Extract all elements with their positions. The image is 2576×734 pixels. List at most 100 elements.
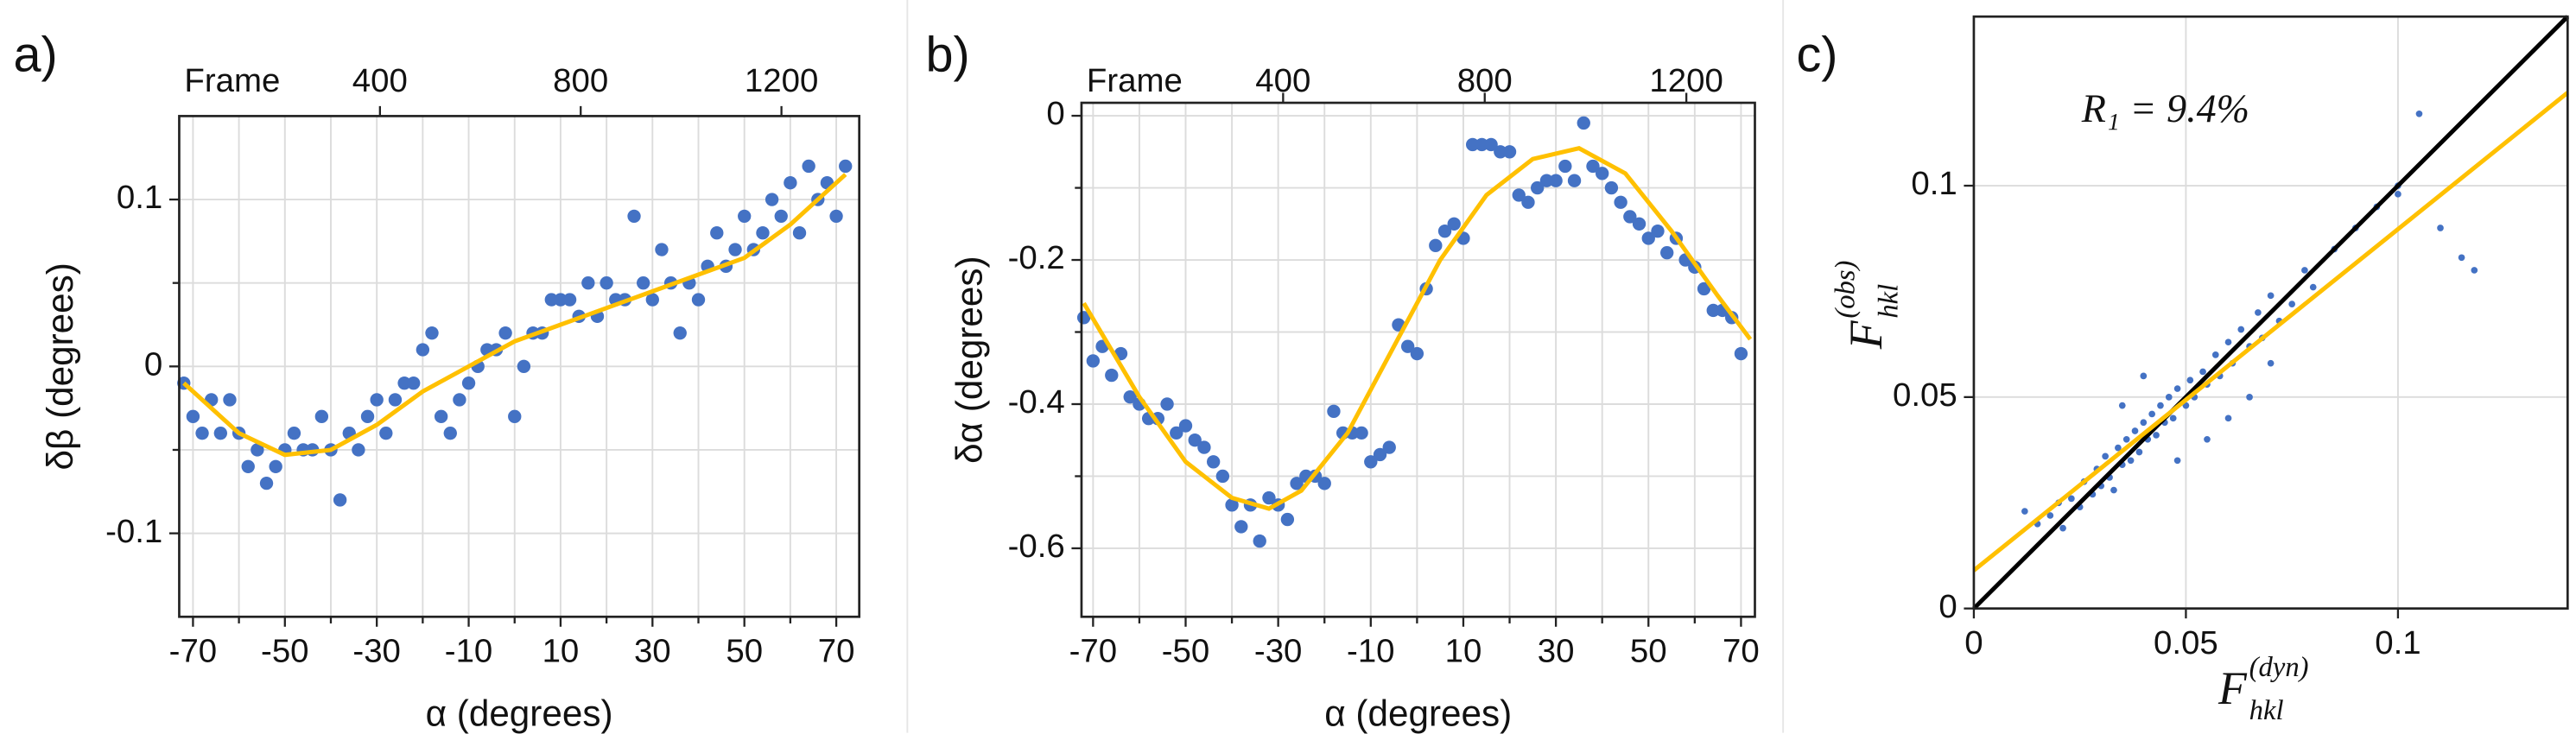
data-point xyxy=(1437,224,1452,238)
x-axis-label-sub: hkl xyxy=(2249,695,2284,726)
x-tick-label: 70 xyxy=(818,633,855,670)
data-point xyxy=(728,243,742,256)
data-point xyxy=(1317,477,1331,490)
data-point xyxy=(461,376,476,390)
plot-frame xyxy=(178,115,861,618)
data-point xyxy=(434,409,448,423)
data-point xyxy=(352,443,365,457)
data-point xyxy=(269,459,282,473)
data-point xyxy=(453,393,466,407)
x-tick-label: -10 xyxy=(1347,633,1395,670)
data-point xyxy=(2255,309,2262,316)
data-point xyxy=(581,276,595,290)
data-point xyxy=(1206,455,1221,469)
data-point xyxy=(2301,267,2308,274)
data-point xyxy=(1086,354,1101,368)
data-point xyxy=(2471,267,2478,274)
data-point xyxy=(1596,167,1609,180)
data-point xyxy=(2309,283,2317,291)
data-point xyxy=(1400,339,1415,353)
x-tick-label: 30 xyxy=(634,633,671,670)
data-point xyxy=(1170,426,1183,440)
x-axis-label: F (dyn) hkl xyxy=(2218,652,2308,726)
data-point xyxy=(1197,440,1211,454)
y-axis-label: δβ (degrees) xyxy=(40,263,80,470)
data-point xyxy=(508,409,522,423)
y-axis-label-text: δβ (degrees) xyxy=(40,263,80,470)
data-point xyxy=(2102,452,2109,460)
data-point xyxy=(1410,346,1424,361)
plot-frame xyxy=(1080,101,1756,618)
fit-line xyxy=(1972,15,2570,611)
x-axis-label-symbol: F xyxy=(2218,662,2248,714)
data-point xyxy=(333,493,347,507)
data-point xyxy=(223,393,237,407)
data-point xyxy=(1253,534,1266,548)
data-point xyxy=(1651,224,1665,238)
data-point xyxy=(259,476,274,490)
data-point xyxy=(756,226,770,240)
data-point xyxy=(1447,217,1461,231)
x-axis-label: α (degrees) xyxy=(426,693,613,734)
x-axis-label-text: α (degrees) xyxy=(426,693,613,734)
data-point xyxy=(2173,385,2181,392)
x-tick-label: 10 xyxy=(1445,633,1482,670)
data-point xyxy=(360,409,375,423)
data-point xyxy=(1429,238,1443,253)
data-point xyxy=(1262,490,1276,505)
data-point xyxy=(2148,410,2155,418)
data-point xyxy=(784,176,797,190)
x-tick-label: 0.1 xyxy=(2375,624,2421,661)
fit-line xyxy=(1972,91,2569,573)
data-point xyxy=(710,226,724,240)
x-tick-label: 50 xyxy=(726,633,763,670)
x-tick-label: -50 xyxy=(1162,633,1210,670)
data-point xyxy=(691,293,706,307)
data-point xyxy=(213,426,228,440)
fit-line xyxy=(1082,145,1753,511)
y-axis-label-symbol: F xyxy=(1840,320,1892,350)
data-point xyxy=(251,443,264,457)
data-point xyxy=(2204,435,2211,443)
panel-label: a) xyxy=(13,27,57,82)
y-tick-label: 0.1 xyxy=(117,179,162,216)
y-axis-label: δα (degrees) xyxy=(949,256,989,463)
data-point xyxy=(2131,427,2139,434)
data-point xyxy=(2211,351,2219,358)
y-tick-label: 0 xyxy=(1046,95,1064,132)
data-point xyxy=(600,276,613,290)
data-point xyxy=(1484,137,1498,152)
x-tick-label: 70 xyxy=(1723,633,1760,670)
data-point xyxy=(2127,457,2135,465)
x2-tick-label: 1200 xyxy=(1649,62,1723,99)
plot-frame xyxy=(1972,15,2569,610)
data-point xyxy=(2153,432,2160,439)
data-point xyxy=(2186,376,2194,384)
x-axis-label-text: α (degrees) xyxy=(1324,693,1512,734)
data-point xyxy=(2267,292,2275,300)
data-point xyxy=(1660,246,1674,260)
data-point xyxy=(2246,394,2253,401)
data-point xyxy=(1706,303,1720,318)
x2-tick-label: 800 xyxy=(1457,62,1513,99)
data-point xyxy=(2199,368,2206,376)
data-point xyxy=(517,359,531,374)
fit-line xyxy=(182,173,847,458)
data-point xyxy=(1188,433,1202,447)
data-point xyxy=(407,376,421,390)
panel-label: c) xyxy=(1796,27,1837,82)
data-point xyxy=(1567,174,1582,187)
data-point xyxy=(1632,217,1646,231)
data-point xyxy=(2437,225,2444,231)
data-point xyxy=(1178,419,1193,433)
x-tick-label: 30 xyxy=(1538,633,1575,670)
data-point xyxy=(554,293,568,307)
data-point xyxy=(2046,512,2054,519)
data-point xyxy=(2110,486,2117,494)
x2-label: Frame xyxy=(1087,62,1183,99)
data-point xyxy=(1539,174,1554,187)
x-tick-label: -10 xyxy=(445,633,493,670)
data-point xyxy=(1531,180,1545,195)
data-point xyxy=(2157,402,2164,409)
data-point xyxy=(839,159,853,174)
